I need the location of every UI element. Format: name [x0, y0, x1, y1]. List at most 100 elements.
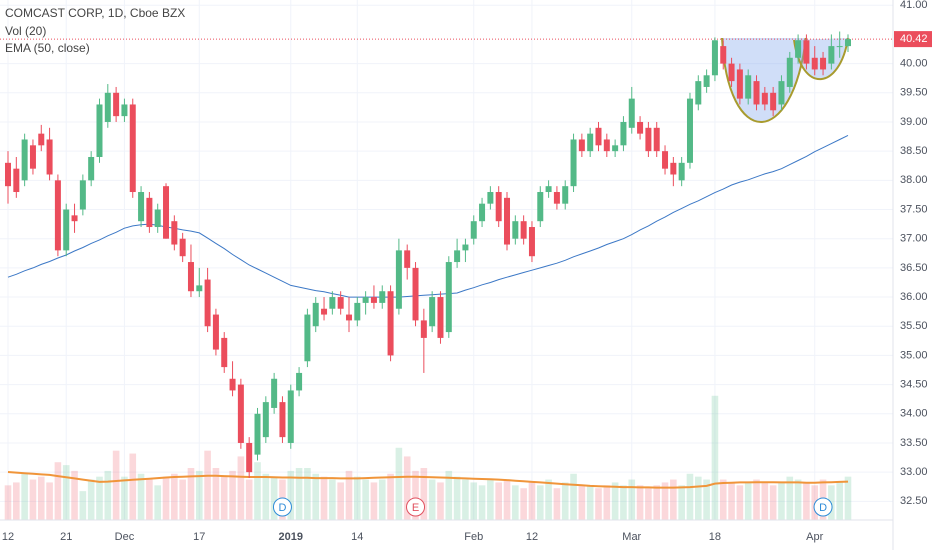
y-tick-label: 39.50: [900, 87, 928, 99]
candle-body: [312, 302, 319, 327]
volume-bar: [295, 468, 303, 520]
volume-bar: [728, 482, 735, 520]
candle-body: [545, 186, 552, 193]
candle-body: [678, 162, 685, 181]
candle-body: [287, 390, 294, 443]
ema-legend: EMA (50, close): [5, 41, 90, 55]
candle-body: [179, 238, 186, 257]
volume-bar: [179, 479, 186, 520]
candle-body: [470, 221, 477, 239]
volume-bar: [378, 479, 386, 520]
candle-body: [204, 279, 211, 327]
y-tick-label: 39.00: [900, 116, 928, 128]
event-label: E: [412, 502, 419, 514]
candle-body: [570, 139, 577, 187]
volume-bar: [495, 482, 502, 520]
candle-body: [770, 92, 777, 111]
candle-body: [828, 46, 835, 64]
volume-bar: [478, 485, 486, 520]
candle-body: [786, 57, 793, 87]
candle-body: [695, 81, 702, 105]
x-tick-label: 21: [60, 531, 72, 543]
candle-body: [703, 75, 710, 87]
volume-bar: [237, 456, 245, 520]
candle-body: [221, 337, 228, 368]
candle-body: [820, 57, 827, 70]
x-tick-label: 14: [351, 531, 363, 543]
candle-body: [628, 98, 635, 128]
candle-body: [711, 40, 718, 76]
candle-body: [154, 209, 161, 228]
volume-bar: [387, 473, 394, 520]
candle-body: [212, 314, 219, 350]
candle-body: [262, 402, 269, 438]
candle-body: [345, 314, 352, 321]
volume-bar: [561, 482, 569, 520]
candle-body: [237, 384, 244, 443]
volume-bar: [187, 468, 195, 520]
candle-body: [54, 180, 61, 251]
candle-body: [321, 308, 328, 315]
candle-body: [637, 121, 644, 134]
volume-bar: [420, 468, 428, 520]
volume-ma-line: [7, 471, 849, 489]
volume-bar: [229, 470, 236, 520]
candle-body: [395, 250, 402, 309]
candle-body: [387, 291, 394, 356]
candle-body: [146, 197, 153, 228]
volume-bar: [13, 482, 20, 520]
volume-bar: [703, 479, 710, 520]
volume-bar: [370, 482, 378, 520]
y-tick-label: 32.50: [900, 495, 928, 507]
candle-body: [778, 81, 785, 105]
candle-body: [612, 145, 619, 152]
y-tick-label: 37.00: [900, 233, 928, 245]
candle-body: [379, 291, 386, 303]
candle-body: [163, 186, 170, 239]
candle-body: [337, 297, 344, 309]
volume-bar: [112, 450, 120, 520]
volume-bar: [54, 462, 62, 520]
volume-bar: [262, 473, 270, 520]
candle-body: [445, 262, 452, 333]
candle-body: [171, 221, 178, 245]
volume-bar: [4, 485, 12, 520]
volume-bar: [753, 479, 760, 520]
candle-body: [795, 40, 802, 58]
candle-body: [720, 46, 727, 64]
cup-fill: [722, 38, 806, 122]
volume-bar: [670, 479, 677, 520]
volume-bar: [553, 488, 561, 520]
volume-bar: [578, 485, 586, 520]
candle-body: [537, 192, 544, 222]
y-tick-label: 36.50: [900, 262, 928, 274]
volume-bar: [21, 473, 28, 520]
volume-bar: [620, 485, 627, 520]
candle-body: [504, 197, 511, 245]
volume-bar: [171, 473, 178, 520]
x-tick-label: 12: [2, 531, 14, 543]
volume-bar: [786, 476, 794, 520]
y-tick-label: 33.00: [900, 466, 928, 478]
volume-bar: [595, 488, 602, 520]
x-tick-label: Mar: [622, 531, 641, 543]
x-tick-label: 18: [709, 531, 721, 543]
volume-bar: [403, 456, 411, 520]
volume-bar: [778, 482, 785, 520]
candle-body: [595, 127, 602, 146]
volume-bar: [719, 479, 727, 520]
y-tick-label: 35.00: [900, 349, 928, 361]
candle-body: [38, 133, 45, 146]
candle-body: [5, 162, 11, 187]
candle-body: [487, 192, 494, 204]
cup-outline: [721, 37, 807, 123]
volume-bar: [154, 485, 162, 520]
volume-bar: [545, 479, 552, 520]
candle-body: [304, 314, 311, 362]
volume-bar: [245, 479, 253, 520]
x-tick-label: Dec: [115, 531, 135, 543]
event-marker: [813, 497, 833, 517]
candle-body: [129, 104, 136, 193]
